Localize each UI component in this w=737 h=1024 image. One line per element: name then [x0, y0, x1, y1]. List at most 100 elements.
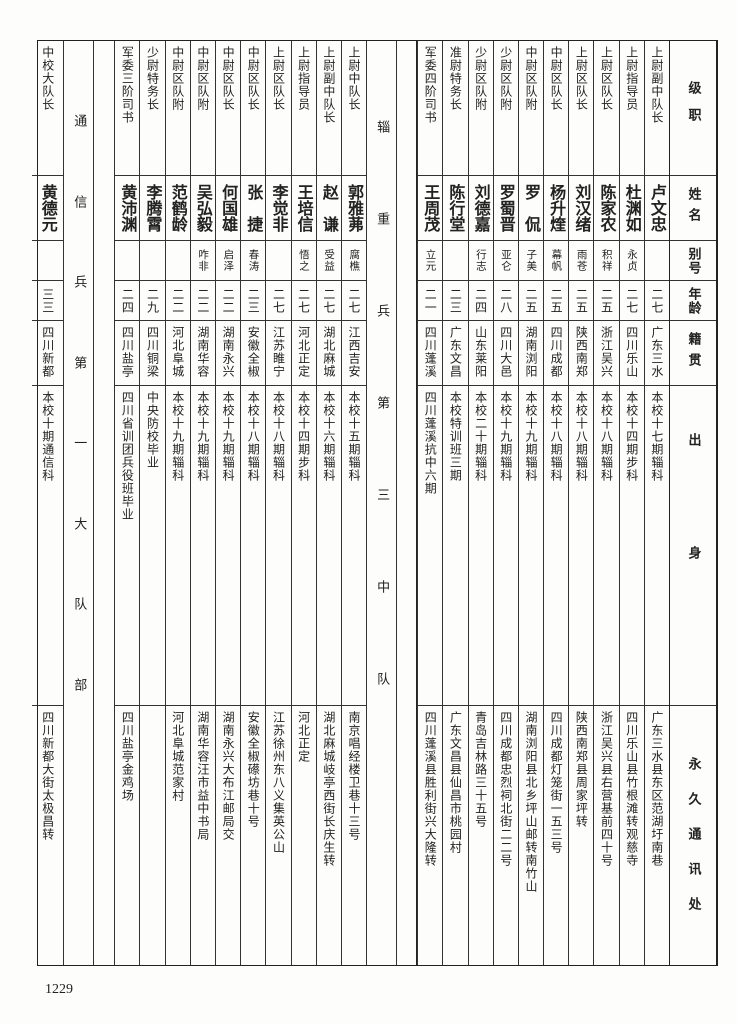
cell-age: 二七	[266, 281, 291, 321]
cell-alias: 幕帆	[544, 241, 569, 281]
native-value: 广东文昌	[448, 326, 463, 378]
address-value: 安徽全椒礤坊巷十号	[246, 711, 261, 828]
cell-name: 李腾霄	[140, 176, 165, 241]
cell-rank: 上尉指导员	[291, 41, 316, 176]
record-column: 中尉区队长 杨升煃 幕帆 二五 四川成都 本校十八期辎科 四川成都灯笼街一五三号	[543, 41, 569, 965]
record-column: 中尉区队长 何国雄 启泽 二二 湖南永兴 本校十九期辎科 湖南永兴大布江邮局交	[215, 41, 241, 965]
cell-address: 湖南永兴大布江邮局交	[216, 706, 240, 965]
origin-value: 本校十五期辎科	[347, 391, 362, 482]
origin-value: 本校十九期辎科	[498, 391, 513, 482]
name-value: 李腾霄	[143, 184, 163, 232]
age-value: 二七	[296, 287, 311, 314]
rank-value: 中校大队长	[40, 46, 55, 111]
address-value: 河北正定	[296, 711, 311, 763]
origin-value: 本校十九期辎科	[523, 391, 538, 482]
name-value: 郭雅茀	[345, 184, 365, 232]
section-label-char: 中	[374, 580, 390, 594]
record-column: 中尉区队附 范鹤龄 二二 河北阜城 本校十九期辎科 河北阜城范家村	[164, 41, 190, 965]
name-value: 杨升煃	[547, 184, 567, 232]
section-label: 通信兵第一大队部	[63, 41, 93, 965]
blank-column	[93, 41, 114, 965]
age-value: 三三	[40, 287, 55, 314]
address-value: 河北阜城范家村	[170, 711, 185, 802]
record-column: 上尉中队长 郭雅茀 腐樵 二七 江西吉安 本校十五期辎科 南京唱经楼卫巷十三号	[340, 41, 367, 965]
cell-name: 卢文忠	[644, 176, 669, 241]
origin-value: 中央防校毕业	[145, 391, 160, 469]
address-value: 四川盐亭金鸡场	[120, 711, 135, 802]
address-value: 四川成都灯笼街一五三号	[549, 711, 564, 854]
native-value: 陕西南郑	[574, 326, 589, 378]
cell-address: 浙江吴兴县右营基前四十号	[594, 706, 618, 965]
alias-value: 亚仑	[500, 249, 513, 272]
record-column: 军委三阶司书 黄沛渊 二四 四川盐亭 四川省训团兵役班毕业 四川盐亭金鸡场	[114, 41, 140, 965]
name-value: 张 捷	[244, 184, 264, 232]
cell-address: 湖北麻城岐亭西街长庆生转	[317, 706, 341, 965]
cell-age: 二四	[115, 281, 140, 321]
cell-address: 四川蓬溪县胜利街兴大隆转	[418, 706, 442, 965]
age-value: 二二	[170, 287, 185, 314]
name-value: 黄沛渊	[118, 184, 138, 232]
native-value: 四川乐山	[624, 326, 639, 378]
cell-origin: 四川省训团兵役班毕业	[115, 386, 140, 706]
record-column: 中尉区队长张 捷春涛 二三 安徽全椒 本校十八期辎科 安徽全椒礤坊巷十号	[240, 41, 266, 965]
native-value: 四川成都	[549, 326, 564, 378]
native-value: 湖南浏阳	[523, 326, 538, 378]
name-value: 陈行堂	[446, 184, 466, 232]
cell-age: 二五	[518, 281, 544, 321]
cell-rank: 军委四阶司书	[418, 41, 443, 176]
cell-origin: 本校十六期辎科	[316, 386, 341, 706]
cell-alias: 积祥	[594, 241, 619, 281]
cell-name: 何国雄	[216, 176, 241, 241]
age-value: 二三	[448, 287, 463, 314]
origin-value: 本校十四期步科	[296, 391, 311, 482]
section-label-char: 一	[71, 436, 87, 451]
cell-alias: 春涛	[241, 241, 266, 281]
header-native: 籍贯	[685, 332, 701, 374]
record-column: 上尉区队长 陈家农 积祥 二五 浙江吴兴 本校十八期辎科 浙江吴兴县右营基前四十号	[593, 41, 619, 965]
native-value: 山东莱阳	[473, 326, 488, 378]
age-value: 二一	[423, 287, 438, 314]
cell-address: 安徽全椒礤坊巷十号	[241, 706, 265, 965]
record-column: 上尉指导员 杜渊如 永贞 二七 四川乐山 本校十四期步科 四川乐山县竹根滩转观慈寺	[618, 41, 644, 965]
cell-native: 四川铜梁	[140, 321, 165, 386]
rank-value: 中尉区队长	[221, 46, 236, 111]
address-value: 青岛吉林路三十五号	[473, 711, 488, 828]
address-value: 广东文昌县仙昌市桃园村	[448, 711, 463, 854]
rank-value: 军委三阶司书	[120, 46, 135, 124]
cell-origin: 中央防校毕业	[140, 386, 165, 706]
name-value: 赵 谦	[319, 184, 339, 232]
origin-value: 本校十八期辎科	[599, 391, 614, 482]
cell-name: 张 捷	[241, 176, 266, 241]
cell-rank: 军委三阶司书	[115, 41, 140, 176]
section-label-char: 信	[71, 194, 87, 209]
record-column: 中尉区队附 吴弘毅 咋非 二二 湖南华容 本校十九期辎科 湖南华容汪市益中书局	[189, 41, 215, 965]
address-value: 湖南华容汪市益中书局	[195, 711, 210, 841]
address-value: 江苏徐州东八义集英公山	[271, 711, 286, 854]
record-column: 中校大队长 黄德元 三三 四川新都 本校十期通信科 四川新都大街太极昌转	[32, 41, 64, 965]
cell-native: 江苏睢宁	[266, 321, 291, 386]
native-value: 湖南永兴	[221, 326, 236, 378]
cell-rank: 准尉特务长	[443, 41, 468, 176]
origin-value: 本校十九期辎科	[170, 391, 185, 482]
cell-name: 郭雅茀	[341, 176, 367, 241]
name-value: 李觉非	[269, 184, 289, 232]
address-value: 四川成都忠烈祠北街二二号	[498, 711, 513, 867]
age-value: 二七	[649, 287, 664, 314]
cell-address: 四川盐亭金鸡场	[115, 706, 139, 965]
record-column: 准尉特务长 陈行堂 二三 广东文昌 本校特训班三期 广东文昌县仙昌市桃园村	[442, 41, 468, 965]
alias-value: 立元	[424, 249, 437, 272]
section-label-char: 第	[71, 355, 87, 370]
age-value: 二八	[498, 287, 513, 314]
cell-origin: 本校二十期辎科	[468, 386, 493, 706]
cell-rank: 上尉区队长	[594, 41, 619, 176]
section-label-char: 通	[71, 114, 87, 129]
cell-native: 陕西南郑	[569, 321, 594, 386]
blank-column	[396, 41, 418, 965]
cell-age: 二五	[594, 281, 619, 321]
cell-origin: 本校十七期辎科	[644, 386, 669, 706]
cell-name: 刘德嘉	[468, 176, 493, 241]
native-value: 安徽全椒	[246, 326, 261, 378]
cell-age: 二一	[418, 281, 443, 321]
header-column: 级职 姓名 别号 年龄 籍贯 出身 永久通讯处	[669, 41, 716, 965]
cell-native: 江西吉安	[341, 321, 367, 386]
